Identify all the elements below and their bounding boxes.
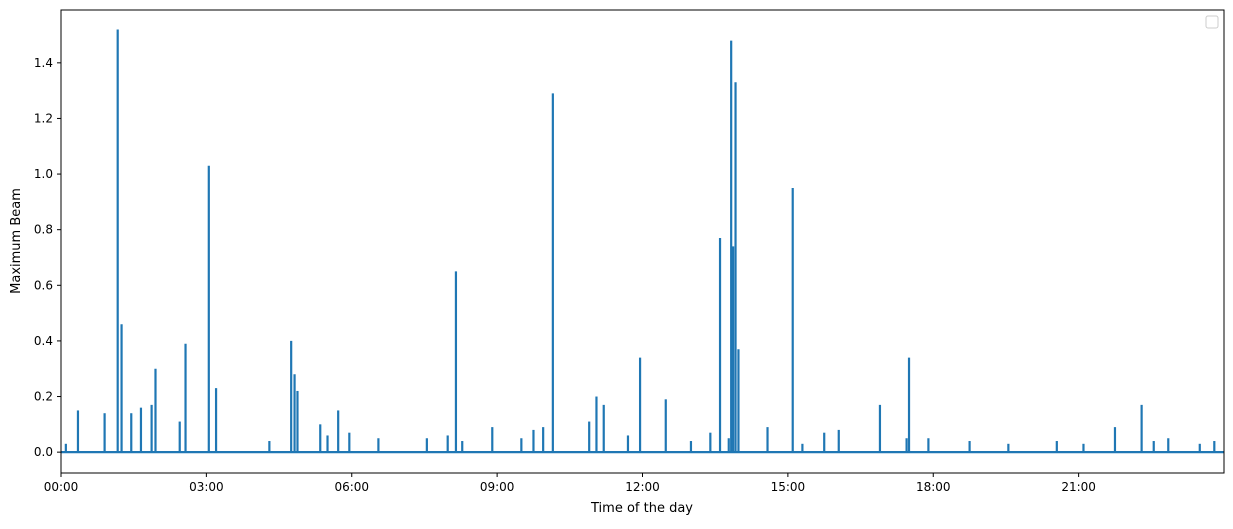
y-tick-label: 1.0 [34, 167, 53, 181]
y-tick-label: 0.6 [34, 278, 53, 292]
legend-box [1205, 15, 1219, 29]
y-tick-label: 1.4 [34, 56, 53, 70]
x-tick-label: 03:00 [189, 480, 224, 494]
x-tick-label: 15:00 [771, 480, 806, 494]
x-tick-label: 06:00 [334, 480, 369, 494]
x-tick-label: 21:00 [1061, 480, 1096, 494]
axes [60, 9, 1225, 474]
x-tick-label: 18:00 [916, 480, 951, 494]
plot-area [61, 29, 1224, 454]
y-tick-label: 1.2 [34, 111, 53, 125]
x-tick-label: 09:00 [480, 480, 515, 494]
series-line [61, 29, 1224, 454]
x-tick-label: 12:00 [625, 480, 660, 494]
y-tick-label: 0.8 [34, 223, 53, 237]
y-tick-label: 0.4 [34, 334, 53, 348]
y-tick-label: 0.2 [34, 390, 53, 404]
x-tick-label: 00:00 [44, 480, 79, 494]
x-axis-label: Time of the day [590, 501, 693, 516]
axes-frame [60, 9, 1225, 474]
x-axis-ticks: 00:00 03:00 06:00 09:00 12:00 15:00 18:00 21:00 [44, 473, 1096, 494]
y-tick-label: 0.0 [34, 445, 53, 459]
y-axis-label: Maximum Beam [9, 188, 24, 294]
y-axis-ticks: 0.0 0.2 0.4 0.6 0.8 1.0 1.2 1.4 [34, 56, 61, 459]
